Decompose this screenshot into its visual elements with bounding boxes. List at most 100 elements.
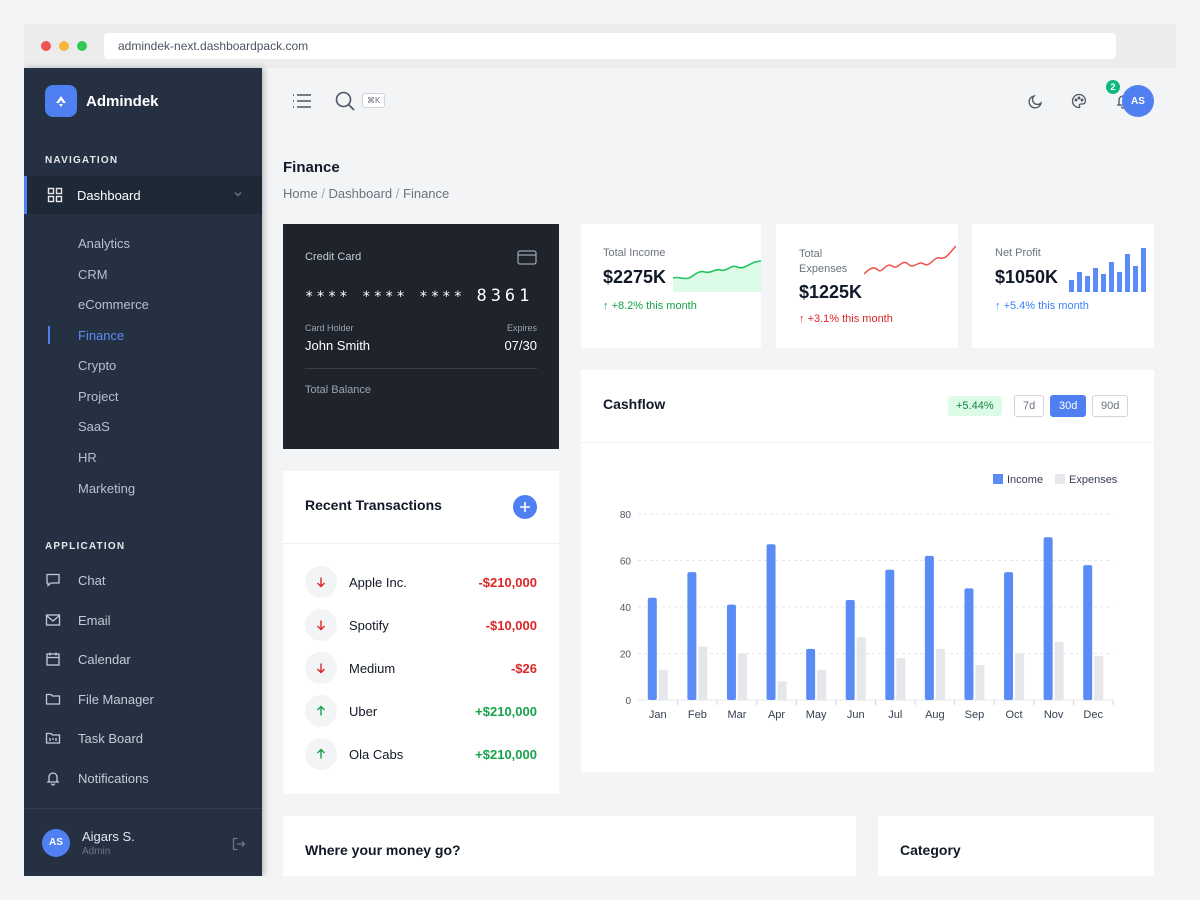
money-flow-card: Where your money go? — [283, 816, 856, 876]
close-window-button[interactable] — [41, 41, 51, 51]
card-holder-name: John Smith — [305, 338, 371, 353]
card-number-last-digits: 8361 — [476, 286, 534, 306]
search-icon[interactable] — [334, 90, 356, 112]
x-tick-label: Aug — [925, 709, 945, 721]
stat-card-net-profit: Net Profit $1050K ↑ +5.4% this month — [972, 224, 1154, 348]
y-tick-label: 20 — [620, 650, 632, 661]
arrow-up-icon: ↑ — [799, 313, 808, 325]
breadcrumb-dashboard[interactable]: Dashboard — [328, 186, 393, 201]
sidebar-item-project[interactable]: Project — [78, 389, 119, 404]
cashflow-bar-chart: 0 20 40 60 80 Jan Feb Mar Apr May Jun Jul Aug Sep Oct N… — [620, 474, 1118, 721]
bell-icon — [46, 772, 60, 786]
expenses-bar — [737, 653, 747, 700]
total-balance-label: Total Balance — [305, 384, 372, 396]
x-tick-label: Feb — [688, 709, 707, 721]
sidebar-item-label: File Manager — [78, 691, 154, 707]
transaction-row[interactable]: Medium -$26 — [305, 651, 537, 685]
x-tick-label: Nov — [1044, 709, 1064, 721]
transaction-name: Medium — [349, 660, 396, 676]
sidebar-item-crypto[interactable]: Crypto — [78, 358, 117, 373]
palette-icon[interactable] — [1071, 93, 1087, 109]
sidebar-item-label: Task Board — [78, 730, 144, 746]
sidebar-item-label: Chat — [78, 572, 106, 588]
sidebar-item-dashboard[interactable]: Dashboard — [24, 176, 262, 214]
stat-value: $2275K — [603, 267, 667, 287]
legend-label: Income — [1007, 474, 1043, 486]
sidebar-item-email[interactable]: Email — [45, 612, 111, 628]
sidebar-item-crm[interactable]: CRM — [78, 267, 108, 282]
arrow-down-icon — [305, 566, 337, 598]
sidebar-item-ecommerce[interactable]: eCommerce — [78, 297, 149, 312]
sidebar-item-task-board[interactable]: Task Board — [45, 730, 143, 746]
income-bar — [964, 588, 974, 700]
app-section-label: APPLICATION — [45, 541, 126, 552]
sidebar-item-file-manager[interactable]: File Manager — [45, 691, 154, 707]
range-7d-button[interactable]: 7d — [1014, 395, 1045, 417]
maximize-window-button[interactable] — [77, 41, 87, 51]
expenses-bar — [896, 658, 906, 700]
sidebar-item-chat[interactable]: Chat — [45, 572, 105, 588]
chevron-down-icon — [234, 192, 242, 197]
sidebar-item-hr[interactable]: HR — [78, 450, 97, 465]
transaction-name: Spotify — [349, 617, 389, 633]
credit-card-icon — [517, 250, 537, 265]
x-tick-label: Mar — [727, 709, 746, 721]
user-profile[interactable]: AS Aigars S. Admin — [24, 808, 262, 876]
add-transaction-button[interactable] — [513, 495, 537, 519]
transaction-amount: +$210,000 — [475, 703, 537, 719]
minimize-window-button[interactable] — [59, 41, 69, 51]
user-avatar[interactable]: AS — [1122, 85, 1154, 117]
x-tick-label: Jun — [847, 709, 865, 721]
dark-mode-moon-icon[interactable] — [1028, 93, 1044, 109]
sidebar-item-notifications[interactable]: Notifications — [45, 770, 149, 786]
sidebar-item-marketing[interactable]: Marketing — [78, 481, 136, 496]
expenses-bar — [817, 669, 827, 700]
expenses-sparkline — [864, 245, 956, 275]
stat-value: $1225K — [799, 282, 863, 302]
browser-chrome: admindek-next.dashboardpack.com — [24, 24, 1176, 68]
brand[interactable]: Admindek — [45, 85, 159, 117]
recent-transactions-card: Recent Transactions Apple Inc. -$210,000… — [283, 471, 559, 794]
credit-card: Credit Card **** **** **** 8361 Card Hol… — [283, 224, 559, 449]
y-tick-label: 40 — [620, 603, 632, 614]
transaction-row[interactable]: Ola Cabs +$210,000 — [305, 737, 537, 771]
income-bar — [885, 569, 895, 700]
legend-swatch — [993, 474, 1003, 484]
sidebar-item-calendar[interactable]: Calendar — [45, 651, 131, 667]
range-30d-button[interactable]: 30d — [1050, 395, 1087, 417]
legend-swatch — [1055, 474, 1065, 484]
income-bar — [1004, 572, 1014, 700]
address-bar[interactable]: admindek-next.dashboardpack.com — [104, 33, 1116, 59]
stat-card-expenses: Total Expenses $1225K ↑ +3.1% this month — [776, 224, 958, 348]
logout-icon[interactable] — [232, 837, 246, 851]
stat-change: ↑ +8.2% this month — [603, 300, 697, 312]
income-bar — [687, 572, 697, 700]
card-divider — [283, 543, 559, 544]
stat-label: Net Profit — [995, 247, 1041, 259]
x-tick-label: Sep — [965, 709, 985, 721]
transaction-name: Ola Cabs — [349, 746, 404, 762]
transaction-row[interactable]: Spotify -$10,000 — [305, 608, 537, 642]
breadcrumb-home[interactable]: Home — [283, 186, 318, 201]
transaction-amount: +$210,000 — [475, 746, 537, 762]
notification-badge: 2 — [1106, 80, 1120, 94]
expenses-bar — [658, 669, 668, 700]
income-bar — [924, 555, 934, 700]
income-bar — [845, 600, 855, 700]
card-number-masked: **** **** **** — [305, 289, 466, 305]
net-profit-mini-bars — [1069, 248, 1146, 292]
stat-change: ↑ +3.1% this month — [799, 313, 893, 325]
menu-toggle-icon[interactable] — [292, 93, 312, 109]
sidebar-item-analytics[interactable]: Analytics — [78, 236, 131, 251]
transaction-row[interactable]: Uber +$210,000 — [305, 694, 537, 728]
range-90d-button[interactable]: 90d — [1092, 395, 1129, 417]
transaction-row[interactable]: Apple Inc. -$210,000 — [305, 565, 537, 599]
sidebar-item-saas[interactable]: SaaS — [78, 419, 110, 434]
credit-card-label: Credit Card — [305, 251, 362, 263]
expenses-bar — [777, 681, 787, 700]
x-tick-label: Jul — [888, 709, 902, 721]
sidebar-item-finance[interactable]: Finance — [78, 328, 125, 343]
sidebar: Admindek NAVIGATION Dashboard Analytics … — [24, 68, 262, 876]
stat-label: Total Income — [603, 247, 666, 259]
expenses-bar — [1015, 653, 1025, 700]
